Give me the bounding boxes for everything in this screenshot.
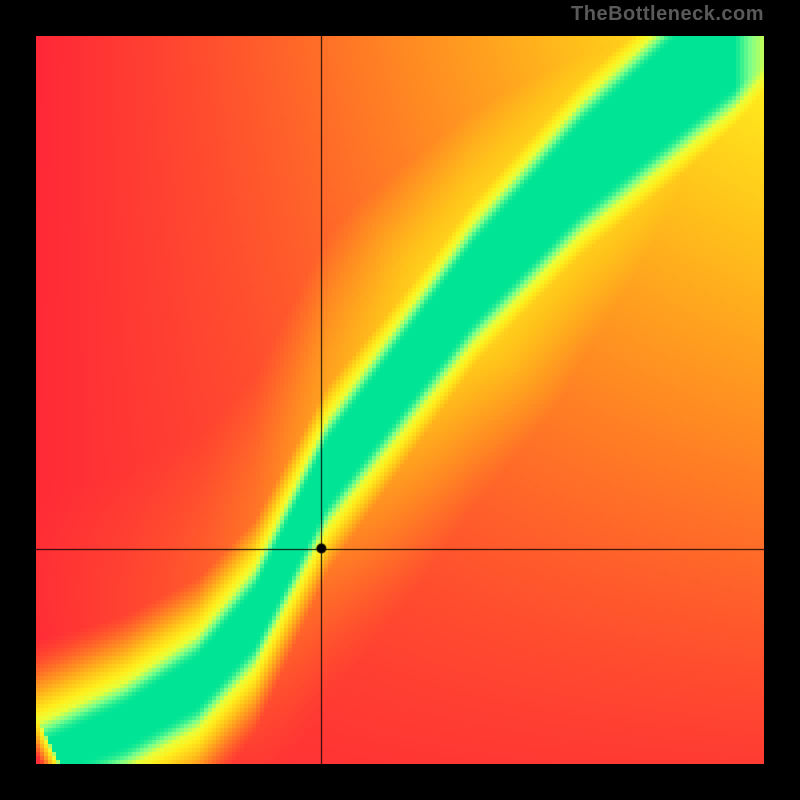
crosshair-overlay	[36, 36, 764, 764]
watermark-text: TheBottleneck.com	[571, 3, 764, 26]
heatmap-plot	[36, 36, 764, 764]
chart-container: TheBottleneck.com	[0, 0, 800, 800]
